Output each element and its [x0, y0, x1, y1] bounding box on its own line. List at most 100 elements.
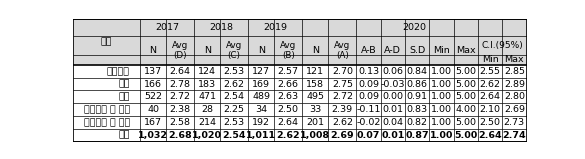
Text: 33: 33 — [309, 105, 321, 114]
Text: 2.64: 2.64 — [170, 67, 191, 76]
Text: 2.63: 2.63 — [278, 92, 299, 101]
Text: 1.00: 1.00 — [431, 105, 452, 114]
Text: 166: 166 — [144, 80, 162, 89]
Text: 1,011: 1,011 — [246, 131, 276, 140]
Text: 0.87: 0.87 — [405, 131, 429, 140]
Bar — [73, 116, 526, 129]
Text: 183: 183 — [198, 80, 216, 89]
Text: -0.11: -0.11 — [356, 105, 381, 114]
Text: 0.91: 0.91 — [407, 92, 428, 101]
Text: 2.89: 2.89 — [504, 80, 525, 89]
Text: 124: 124 — [198, 67, 216, 76]
Text: 구분: 구분 — [101, 38, 112, 47]
Text: 2.64: 2.64 — [478, 131, 502, 140]
Text: 192: 192 — [252, 118, 270, 127]
Text: 2.73: 2.73 — [504, 118, 525, 127]
Text: -0.02: -0.02 — [356, 118, 381, 127]
Text: 34: 34 — [255, 105, 267, 114]
Text: Min: Min — [481, 55, 498, 64]
Text: 137: 137 — [144, 67, 162, 76]
Text: 2.62: 2.62 — [332, 118, 353, 127]
Text: 167: 167 — [144, 118, 162, 127]
Text: 2.64: 2.64 — [278, 118, 299, 127]
Text: 0.86: 0.86 — [407, 80, 428, 89]
Text: 169: 169 — [252, 80, 270, 89]
Text: N: N — [204, 46, 211, 55]
Text: 2.72: 2.72 — [332, 92, 353, 101]
Bar — [73, 129, 526, 142]
Text: 1,020: 1,020 — [192, 131, 222, 140]
Bar — [73, 90, 526, 103]
Text: 0.13: 0.13 — [358, 67, 379, 76]
Text: 2.75: 2.75 — [332, 80, 353, 89]
Text: -0.03: -0.03 — [381, 80, 405, 89]
Text: 2.85: 2.85 — [504, 67, 525, 76]
Text: Max: Max — [456, 46, 476, 55]
Text: 0.07: 0.07 — [357, 131, 380, 140]
Bar — [73, 65, 526, 78]
Text: 471: 471 — [198, 92, 216, 101]
Text: 2.74: 2.74 — [503, 131, 526, 140]
Text: 0.09: 0.09 — [358, 80, 379, 89]
Bar — [73, 19, 526, 65]
Text: 2.38: 2.38 — [170, 105, 191, 114]
Text: 자연과학: 자연과학 — [107, 67, 130, 76]
Text: 2.25: 2.25 — [223, 105, 245, 114]
Text: 214: 214 — [198, 118, 216, 127]
Text: 127: 127 — [252, 67, 270, 76]
Text: 2.54: 2.54 — [222, 131, 246, 140]
Bar — [73, 103, 526, 116]
Text: 0.04: 0.04 — [382, 118, 403, 127]
Text: 합계: 합계 — [118, 131, 130, 140]
Text: 공학: 공학 — [118, 92, 130, 101]
Text: 5.00: 5.00 — [455, 92, 476, 101]
Text: 5.00: 5.00 — [455, 80, 476, 89]
Text: 28: 28 — [201, 105, 213, 114]
Text: 0.00: 0.00 — [382, 92, 403, 101]
Text: 2.69: 2.69 — [504, 105, 525, 114]
Text: 1.00: 1.00 — [431, 92, 452, 101]
Text: N: N — [312, 46, 319, 55]
Text: 2.57: 2.57 — [278, 67, 299, 76]
Text: 2.68: 2.68 — [168, 131, 192, 140]
Text: 2.50: 2.50 — [278, 105, 299, 114]
Text: 2.62: 2.62 — [480, 80, 501, 89]
Text: 0.06: 0.06 — [382, 67, 403, 76]
Text: 2.80: 2.80 — [504, 92, 525, 101]
Bar — [73, 78, 526, 90]
Text: 5.00: 5.00 — [455, 67, 476, 76]
Text: 40: 40 — [147, 105, 159, 114]
Text: 1,008: 1,008 — [300, 131, 331, 140]
Text: 0.83: 0.83 — [407, 105, 428, 114]
Text: 2017: 2017 — [155, 23, 179, 32]
Text: 2.70: 2.70 — [332, 67, 353, 76]
Text: 0.82: 0.82 — [407, 118, 428, 127]
Text: Min: Min — [433, 46, 450, 55]
Text: 0.01: 0.01 — [382, 105, 403, 114]
Text: 사회과학 및 기타: 사회과학 및 기타 — [84, 118, 130, 127]
Text: 2.53: 2.53 — [223, 67, 245, 76]
Text: 2020: 2020 — [402, 23, 426, 32]
Text: Max: Max — [504, 55, 524, 64]
Text: 2.53: 2.53 — [223, 118, 245, 127]
Text: 2.62: 2.62 — [277, 131, 300, 140]
Text: 5.00: 5.00 — [455, 118, 476, 127]
Text: N: N — [150, 46, 157, 55]
Text: 2.72: 2.72 — [170, 92, 191, 101]
Text: 0.01: 0.01 — [381, 131, 404, 140]
Text: 2.10: 2.10 — [480, 105, 501, 114]
Text: 158: 158 — [307, 80, 324, 89]
Text: 121: 121 — [307, 67, 324, 76]
Text: 0.84: 0.84 — [407, 67, 428, 76]
Text: 1.00: 1.00 — [430, 131, 453, 140]
Text: 2.62: 2.62 — [223, 80, 245, 89]
Text: 2.66: 2.66 — [278, 80, 299, 89]
Text: 1.00: 1.00 — [431, 118, 452, 127]
Text: A-D: A-D — [384, 46, 401, 55]
Text: 2.78: 2.78 — [170, 80, 191, 89]
Text: 489: 489 — [252, 92, 270, 101]
Text: 2.54: 2.54 — [223, 92, 245, 101]
Text: 2.55: 2.55 — [480, 67, 501, 76]
Text: 2.50: 2.50 — [480, 118, 501, 127]
Text: 1,032: 1,032 — [138, 131, 168, 140]
